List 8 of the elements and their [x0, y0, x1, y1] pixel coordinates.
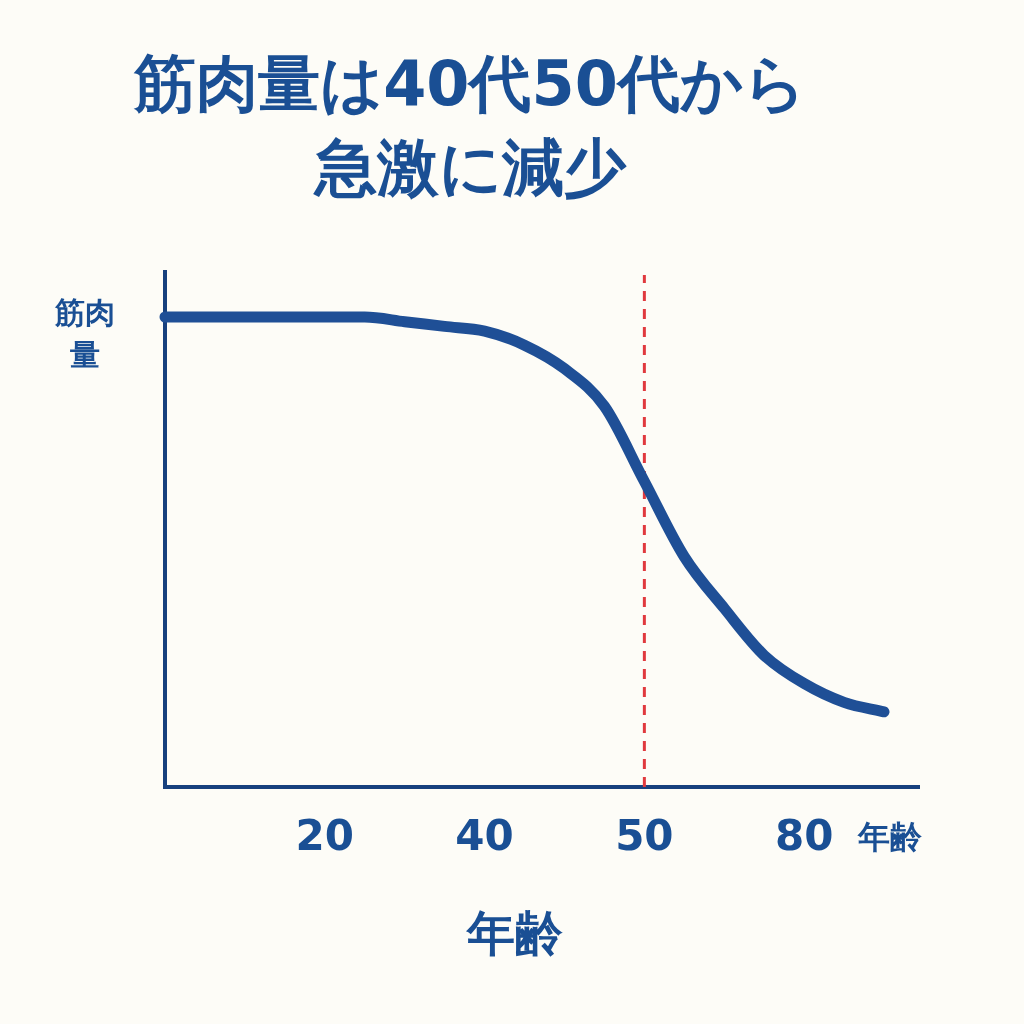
chart-title: 筋肉量は40代50代から急激に減少	[133, 46, 807, 206]
x-tick-label: 50	[615, 811, 674, 860]
text: 年齢	[857, 818, 922, 856]
y-axis-title: 筋肉量	[54, 294, 116, 374]
x-tick-label: 80	[774, 811, 834, 860]
x-tick-label: 20	[295, 811, 355, 860]
x-axis-title: 年齢	[465, 905, 563, 961]
x-tick-label: 40	[455, 811, 514, 860]
